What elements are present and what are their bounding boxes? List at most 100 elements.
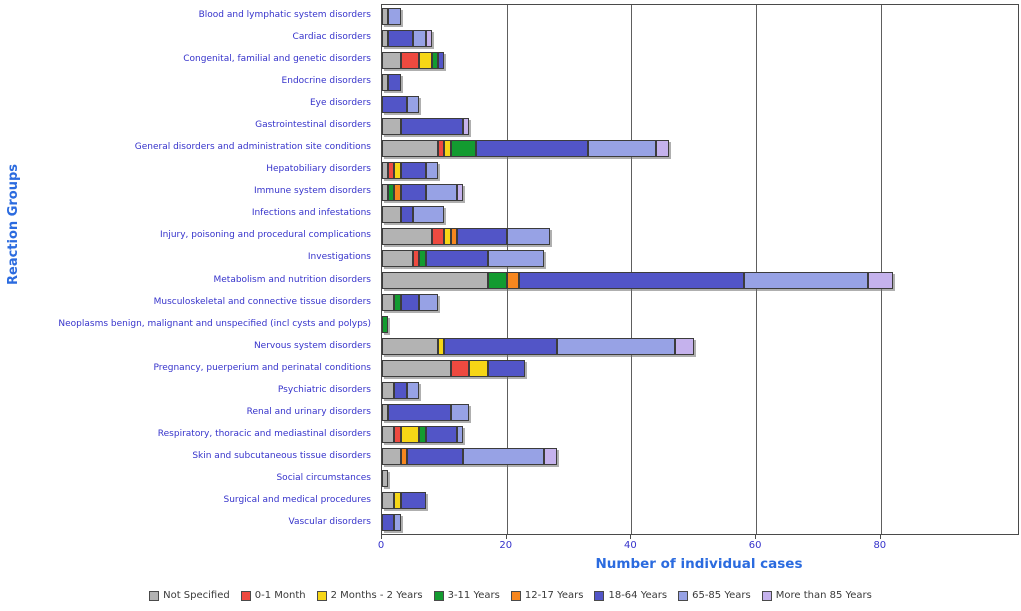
- bar-segment[interactable]: [382, 404, 389, 422]
- legend-item[interactable]: More than 85 Years: [761, 590, 872, 601]
- bar-segment[interactable]: [382, 183, 389, 201]
- bar-segment[interactable]: [487, 360, 526, 378]
- bar-segment[interactable]: [382, 316, 389, 334]
- bar-segment[interactable]: [431, 227, 445, 245]
- bar-segment[interactable]: [400, 448, 407, 466]
- bar-segment[interactable]: [382, 382, 395, 400]
- bar-segment[interactable]: [413, 29, 426, 47]
- bar-segment[interactable]: [382, 514, 395, 532]
- bar-segment[interactable]: [450, 404, 470, 422]
- legend-item[interactable]: 18-64 Years: [594, 590, 667, 601]
- bar-segment[interactable]: [868, 272, 894, 290]
- bar-segment[interactable]: [419, 426, 426, 444]
- bar-segment[interactable]: [394, 161, 401, 179]
- bar-segment[interactable]: [456, 227, 507, 245]
- bar-segment[interactable]: [406, 95, 420, 113]
- bar-segment[interactable]: [382, 448, 401, 466]
- bar-segment[interactable]: [382, 139, 439, 157]
- bar-segment[interactable]: [469, 360, 488, 378]
- bar-segment[interactable]: [413, 249, 420, 267]
- bar-segment[interactable]: [506, 272, 520, 290]
- bar-segment[interactable]: [400, 161, 426, 179]
- bar-segment[interactable]: [382, 294, 395, 312]
- bar-segment[interactable]: [382, 117, 401, 135]
- bar-segment[interactable]: [382, 73, 389, 91]
- bar-segment[interactable]: [394, 514, 401, 532]
- bar-segment[interactable]: [425, 183, 457, 201]
- bar-segment[interactable]: [388, 183, 395, 201]
- bar-segment[interactable]: [382, 338, 439, 356]
- bar-segment[interactable]: [382, 492, 395, 510]
- bar-segment[interactable]: [587, 139, 657, 157]
- legend-item[interactable]: 12-17 Years: [510, 590, 583, 601]
- bar-segment[interactable]: [675, 338, 694, 356]
- bar-segment[interactable]: [425, 249, 488, 267]
- bar-segment[interactable]: [438, 338, 445, 356]
- bar-segment[interactable]: [400, 426, 420, 444]
- bar-segment[interactable]: [406, 448, 464, 466]
- bar-segment[interactable]: [425, 161, 439, 179]
- bar-segment[interactable]: [382, 51, 401, 69]
- bar-segment[interactable]: [382, 249, 414, 267]
- bar-segment[interactable]: [743, 272, 869, 290]
- bar-segment[interactable]: [394, 426, 401, 444]
- bar-segment[interactable]: [556, 338, 676, 356]
- bar-segment[interactable]: [438, 139, 445, 157]
- bar-segment[interactable]: [544, 448, 557, 466]
- bar-segment[interactable]: [400, 51, 420, 69]
- bar-segment[interactable]: [400, 294, 420, 312]
- bar-segment[interactable]: [519, 272, 744, 290]
- bar-segment[interactable]: [382, 95, 407, 113]
- bar-segment[interactable]: [394, 492, 401, 510]
- bar-segment[interactable]: [488, 272, 507, 290]
- bar-segment[interactable]: [487, 249, 545, 267]
- bar-segment[interactable]: [456, 183, 464, 201]
- bar-segment[interactable]: [431, 51, 439, 69]
- bar-segment[interactable]: [463, 117, 470, 135]
- bar-segment[interactable]: [382, 205, 401, 223]
- bar-segment[interactable]: [450, 139, 476, 157]
- bar-segment[interactable]: [382, 426, 395, 444]
- bar-segment[interactable]: [450, 227, 457, 245]
- bar-segment[interactable]: [394, 294, 401, 312]
- bar-segment[interactable]: [438, 51, 445, 69]
- legend-item[interactable]: 2 Months - 2 Years: [316, 590, 423, 601]
- bar-segment[interactable]: [382, 161, 389, 179]
- bar-segment[interactable]: [382, 360, 451, 378]
- bar-segment[interactable]: [419, 249, 426, 267]
- bar-segment[interactable]: [444, 139, 451, 157]
- bar-segment[interactable]: [394, 183, 401, 201]
- bar-segment[interactable]: [388, 29, 414, 47]
- bar-segment[interactable]: [400, 117, 464, 135]
- legend-item[interactable]: 3-11 Years: [433, 590, 500, 601]
- bar-segment[interactable]: [394, 382, 407, 400]
- bar-segment[interactable]: [388, 161, 395, 179]
- bar-segment[interactable]: [400, 492, 426, 510]
- bar-segment[interactable]: [400, 205, 414, 223]
- bar-segment[interactable]: [425, 29, 432, 47]
- legend-item[interactable]: 65-85 Years: [678, 590, 751, 601]
- bar-segment[interactable]: [419, 294, 439, 312]
- bar-segment[interactable]: [506, 227, 551, 245]
- bar-segment[interactable]: [400, 183, 426, 201]
- bar-segment[interactable]: [413, 205, 445, 223]
- bar-segment[interactable]: [475, 139, 588, 157]
- bar-segment[interactable]: [382, 227, 432, 245]
- legend-item[interactable]: 0-1 Month: [240, 590, 306, 601]
- bar-segment[interactable]: [388, 404, 451, 422]
- bar-segment[interactable]: [382, 7, 389, 25]
- legend-item[interactable]: Not Specified: [149, 590, 230, 601]
- bar-segment[interactable]: [656, 139, 669, 157]
- bar-segment[interactable]: [425, 426, 457, 444]
- bar-segment[interactable]: [382, 272, 488, 290]
- bar-segment[interactable]: [406, 382, 420, 400]
- bar-segment[interactable]: [444, 338, 557, 356]
- bar-segment[interactable]: [419, 51, 432, 69]
- bar-segment[interactable]: [444, 227, 451, 245]
- bar-segment[interactable]: [463, 448, 545, 466]
- bar-segment[interactable]: [450, 360, 470, 378]
- bar-segment[interactable]: [456, 426, 464, 444]
- bar-segment[interactable]: [388, 7, 401, 25]
- bar-segment[interactable]: [388, 73, 401, 91]
- bar-segment[interactable]: [382, 470, 389, 488]
